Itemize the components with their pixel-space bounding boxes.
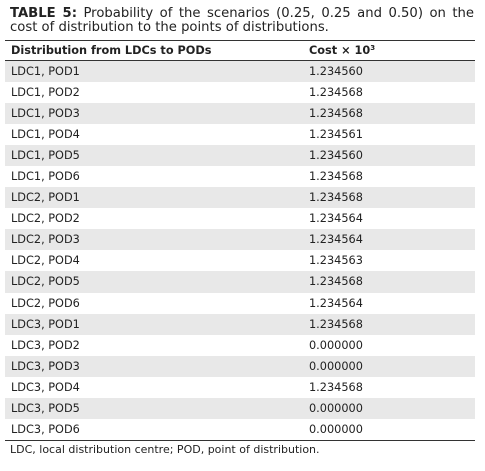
table-row: LDC2, POD5 1.234568 xyxy=(5,271,475,293)
route-cell: LDC1, POD2 xyxy=(11,85,80,99)
cost-cell: 1.234568 xyxy=(309,380,363,394)
cost-table: Distribution from LDCs to PODs Cost × 10… xyxy=(5,40,475,441)
route-cell: LDC2, POD3 xyxy=(11,233,80,247)
table-caption: TABLE 5: Probability of the scenarios (0… xyxy=(10,7,474,34)
cost-cell: 1.234568 xyxy=(309,191,363,205)
table-row: LDC3, POD3 0.000000 xyxy=(5,355,475,377)
route-cell: LDC2, POD5 xyxy=(11,275,80,289)
route-cell: LDC1, POD1 xyxy=(11,64,80,78)
cost-cell: 1.234564 xyxy=(309,212,363,226)
header-cost-label: Cost × 10 xyxy=(309,44,371,57)
route-cell: LDC3, POD2 xyxy=(11,338,80,352)
table-header: Distribution from LDCs to PODs Cost × 10… xyxy=(5,40,475,61)
header-cost-exponent: 3 xyxy=(370,44,376,52)
header-distribution: Distribution from LDCs to PODs xyxy=(11,44,212,57)
table-row: LDC2, POD2 1.234564 xyxy=(5,208,475,230)
cost-cell: 0.000000 xyxy=(309,338,363,352)
route-cell: LDC2, POD1 xyxy=(11,191,80,205)
cost-cell: 1.234568 xyxy=(309,106,363,120)
route-cell: LDC3, POD3 xyxy=(11,359,80,373)
route-cell: LDC2, POD4 xyxy=(11,254,80,268)
route-cell: LDC1, POD3 xyxy=(11,106,80,120)
cost-cell: 0.000000 xyxy=(309,422,363,436)
cost-cell: 1.234561 xyxy=(309,127,363,141)
table-row: LDC3, POD1 1.234568 xyxy=(5,313,475,335)
table-row: LDC3, POD5 0.000000 xyxy=(5,398,475,420)
table-row: LDC1, POD1 1.234560 xyxy=(5,60,475,82)
cost-cell: 1.234568 xyxy=(309,85,363,99)
table-row: LDC2, POD1 1.234568 xyxy=(5,187,475,209)
route-cell: LDC3, POD1 xyxy=(11,317,80,331)
cost-cell: 1.234564 xyxy=(309,296,363,310)
cost-cell: 1.234564 xyxy=(309,233,363,247)
cost-cell: 1.234563 xyxy=(309,254,363,268)
table-row: LDC2, POD3 1.234564 xyxy=(5,229,475,251)
table-row: LDC2, POD6 1.234564 xyxy=(5,292,475,314)
cost-cell: 1.234568 xyxy=(309,317,363,331)
table-row: LDC1, POD4 1.234561 xyxy=(5,123,475,145)
table-row: LDC3, POD6 0.000000 xyxy=(5,419,475,441)
caption-text: Probability of the scenarios (0.25, 0.25… xyxy=(10,6,474,35)
table-row: LDC1, POD3 1.234568 xyxy=(5,102,475,124)
table-row: LDC3, POD4 1.234568 xyxy=(5,376,475,398)
table-footnote: LDC, local distribution centre; POD, poi… xyxy=(10,443,320,456)
route-cell: LDC1, POD4 xyxy=(11,127,80,141)
cost-cell: 1.234568 xyxy=(309,170,363,184)
header-cost: Cost × 103 xyxy=(309,41,475,61)
cost-cell: 0.000000 xyxy=(309,359,363,373)
table-row: LDC2, POD4 1.234563 xyxy=(5,250,475,272)
caption-label: TABLE 5: xyxy=(10,6,77,21)
route-cell: LDC2, POD2 xyxy=(11,212,80,226)
route-cell: LDC3, POD5 xyxy=(11,402,80,416)
cost-cell: 1.234560 xyxy=(309,64,363,78)
route-cell: LDC3, POD6 xyxy=(11,422,80,436)
table-row: LDC1, POD6 1.234568 xyxy=(5,165,475,188)
table-row: LDC1, POD2 1.234568 xyxy=(5,81,475,103)
route-cell: LDC3, POD4 xyxy=(11,380,80,394)
route-cell: LDC1, POD5 xyxy=(11,148,80,162)
route-cell: LDC2, POD6 xyxy=(11,296,80,310)
cost-cell: 0.000000 xyxy=(309,402,363,416)
table-row: LDC1, POD5 1.234560 xyxy=(5,144,475,166)
header-row: Distribution from LDCs to PODs Cost × 10… xyxy=(5,40,475,61)
table-row: LDC3, POD2 0.000000 xyxy=(5,334,475,356)
route-cell: LDC1, POD6 xyxy=(11,170,80,184)
table-body: LDC1, POD1 1.234560 LDC1, POD2 1.234568 LD… xyxy=(5,60,475,441)
cost-cell: 1.234568 xyxy=(309,275,363,289)
cost-cell: 1.234560 xyxy=(309,148,363,162)
